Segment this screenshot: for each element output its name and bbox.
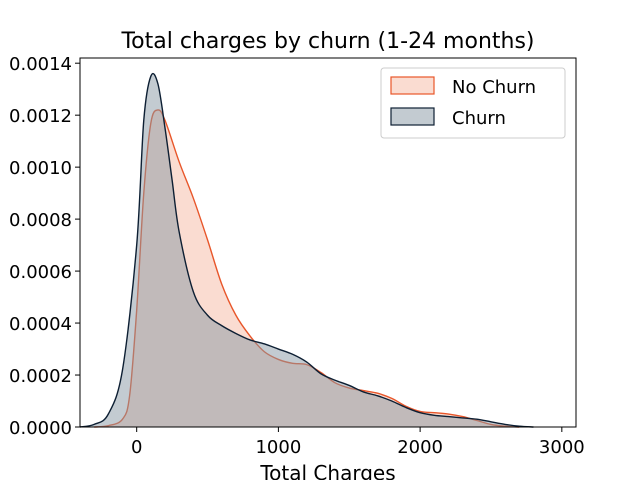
y-tick-label: 0.0010 — [9, 158, 72, 179]
x-tick-label: 2000 — [397, 437, 443, 458]
legend-swatch-no-churn — [390, 76, 435, 95]
legend-label-no-churn: No Churn — [452, 77, 536, 98]
legend-label-churn: Churn — [452, 108, 506, 129]
y-tick-label: 0.0014 — [9, 54, 72, 75]
y-tick-label: 0.0002 — [9, 366, 72, 387]
x-axis-label: Total Charges — [259, 461, 395, 480]
ticks: 0 1000 2000 3000 0.0000 0.0002 0.0004 0.0006 0.0… — [9, 54, 585, 458]
y-tick-label: 0.0008 — [9, 210, 72, 231]
x-tick-label: 3000 — [539, 437, 585, 458]
y-tick-label: 0.0004 — [9, 314, 72, 335]
chart-title: Total charges by churn (1-24 months) — [120, 29, 534, 54]
y-tick-label: 0.0006 — [9, 262, 72, 283]
legend-swatch-churn — [390, 107, 435, 126]
axes — [79, 57, 577, 428]
x-tick-label: 1000 — [255, 437, 301, 458]
y-tick-label: 0.0012 — [9, 106, 72, 127]
plot-series — [79, 72, 534, 428]
y-tick-label: 0.0000 — [9, 418, 72, 439]
legend: No Churn Churn — [380, 67, 566, 139]
x-tick-label: 0 — [131, 437, 142, 458]
series-line-churn — [79, 72, 534, 428]
plot-frame — [79, 57, 577, 428]
series-area-churn — [80, 73, 534, 427]
